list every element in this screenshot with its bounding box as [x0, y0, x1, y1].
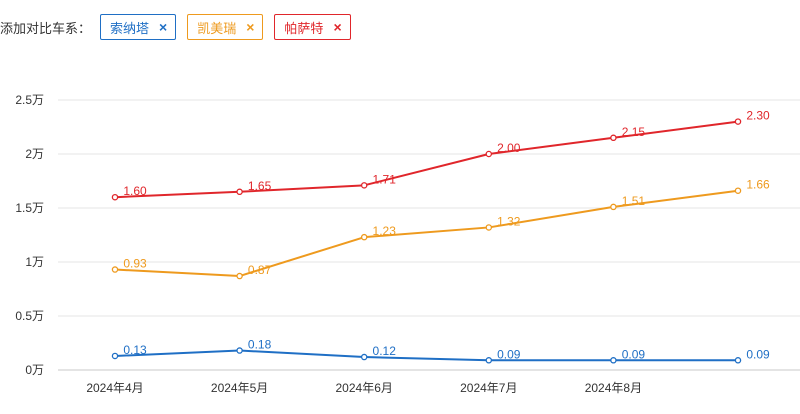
data-point[interactable]	[360, 182, 368, 189]
tag-camry[interactable]: 凯美瑞 ×	[187, 14, 264, 40]
data-point[interactable]	[734, 357, 742, 364]
x-tick-label: 2024年4月	[86, 381, 143, 395]
tag-sonata-label: 索纳塔	[110, 20, 150, 36]
close-icon[interactable]: ×	[333, 19, 342, 35]
data-point[interactable]	[111, 193, 119, 201]
y-tick-label: 2.5万	[15, 93, 44, 107]
data-label: 0.09	[497, 347, 521, 361]
x-tick-label: 2024年5月	[211, 381, 268, 395]
data-point[interactable]	[610, 134, 617, 142]
tag-passat[interactable]: 帕萨特 ×	[274, 14, 351, 40]
data-label: 1.66	[746, 178, 770, 192]
tag-sonata[interactable]: 索纳塔 ×	[100, 14, 177, 40]
data-label: 0.87	[248, 263, 272, 277]
compare-series-label: 添加对比车系：	[0, 20, 92, 36]
y-tick-label: 1万	[25, 255, 44, 269]
y-tick-label: 0.5万	[15, 309, 44, 323]
data-label: 2.30	[746, 109, 770, 123]
data-label: 0.09	[622, 347, 646, 361]
data-point[interactable]	[485, 224, 493, 231]
data-label: 2.00	[497, 141, 521, 155]
data-label: 2.15	[622, 125, 646, 139]
close-icon[interactable]: ×	[159, 19, 168, 35]
series-path	[114, 349, 738, 362]
series-path	[114, 189, 739, 278]
series-line: 0.13 0.18 0.12 0.09 0.09 0.09	[111, 338, 770, 364]
data-label: 1.51	[622, 194, 646, 208]
x-tick-label: 2024年8月	[585, 381, 642, 395]
data-label: 0.09	[746, 347, 770, 361]
x-tick-label: 2024年6月	[336, 381, 393, 395]
data-point[interactable]	[610, 203, 617, 211]
data-point[interactable]	[610, 357, 617, 364]
x-tick-label: 2024年7月	[460, 381, 517, 395]
data-point[interactable]	[360, 233, 368, 241]
data-point[interactable]	[111, 266, 119, 273]
y-tick-label: 0万	[25, 363, 44, 377]
data-label: 0.13	[123, 343, 147, 357]
data-point[interactable]	[485, 150, 493, 158]
close-icon[interactable]: ×	[246, 19, 255, 35]
y-tick-label: 1.5万	[15, 201, 44, 215]
data-label: 0.12	[373, 344, 397, 358]
tag-camry-label: 凯美瑞	[197, 20, 237, 36]
series-line: 1.60 1.65 1.71 2.00 2.15 2.30	[111, 109, 770, 201]
data-point[interactable]	[360, 353, 368, 361]
data-label: 1.32	[497, 214, 521, 228]
data-label: 0.18	[248, 338, 272, 352]
data-label: 1.23	[373, 224, 397, 238]
data-point[interactable]	[111, 352, 119, 360]
data-point[interactable]	[734, 118, 742, 125]
compare-series-bar: 添加对比车系： 索纳塔 × 凯美瑞 × 帕萨特 ×	[0, 12, 362, 42]
data-point[interactable]	[485, 357, 493, 364]
data-label: 1.65	[248, 179, 272, 193]
data-label: 1.60	[123, 184, 147, 198]
y-tick-label: 2万	[25, 147, 44, 161]
series-path	[114, 120, 739, 199]
data-point[interactable]	[734, 187, 742, 194]
data-point[interactable]	[236, 272, 243, 280]
data-label: 0.93	[123, 257, 147, 271]
data-point[interactable]	[236, 347, 243, 354]
data-point[interactable]	[236, 188, 243, 196]
series-line: 0.93 0.87 1.23 1.32 1.51 1.66	[111, 178, 770, 280]
tag-passat-label: 帕萨特	[284, 20, 324, 36]
data-label: 1.71	[373, 172, 397, 186]
